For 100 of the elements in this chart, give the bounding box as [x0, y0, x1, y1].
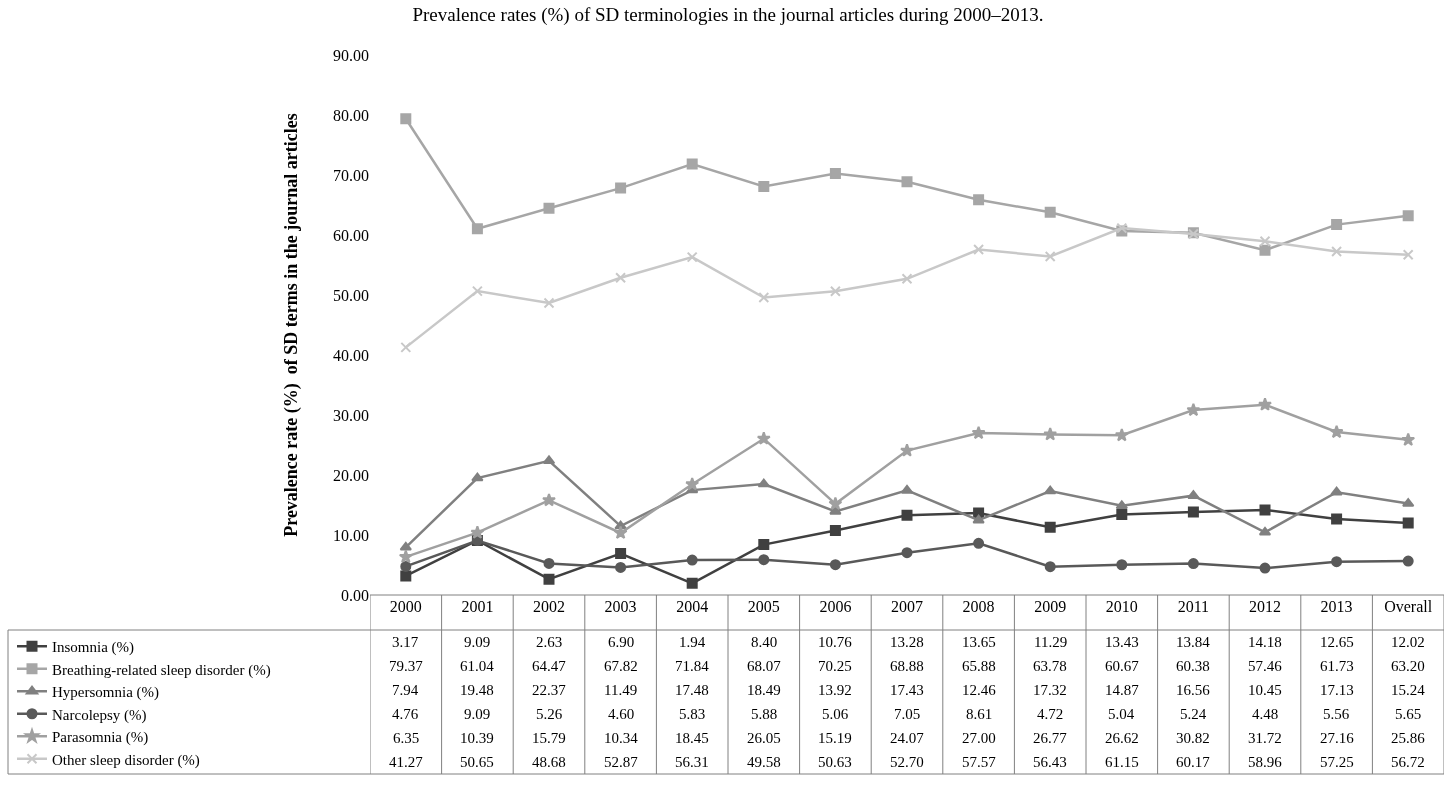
chart-title: Prevalence rates (%) of SD terminologies in the journal articles during 2000‒2013. [412, 4, 1044, 27]
data-label: 11.49 [604, 682, 638, 698]
data-label: 9.09 [464, 634, 491, 650]
data-label: 10.76 [818, 634, 853, 650]
legend-label: Breathing-related sleep disorder (%) [52, 661, 271, 679]
x-tick-label: 2002 [533, 598, 565, 615]
data-label: 5.83 [679, 706, 706, 722]
data-label: 15.24 [1391, 682, 1426, 698]
data-label: 10.45 [1248, 682, 1282, 698]
data-label: 13.28 [890, 634, 924, 650]
data-label: 56.31 [675, 754, 709, 770]
data-label: 26.05 [747, 730, 781, 746]
data-label: 15.79 [532, 730, 566, 746]
data-label: 27.16 [1320, 730, 1355, 746]
data-label: 67.82 [604, 658, 638, 674]
data-label: 22.37 [532, 682, 567, 698]
y-tick-label: 70.00 [333, 166, 369, 184]
y-tick-label: 30.00 [333, 406, 369, 424]
data-label: 12.46 [962, 682, 997, 698]
x-tick-label: 2009 [1034, 598, 1067, 615]
data-label: 4.48 [1252, 706, 1279, 722]
data-label: 13.65 [962, 634, 996, 650]
data-label: 17.48 [675, 682, 709, 698]
data-label: 57.57 [962, 754, 997, 770]
data-label: 3.17 [392, 634, 419, 650]
data-label: 50.63 [818, 754, 852, 770]
legend-label: Hypersomnia (%) [52, 684, 160, 702]
data-label: 7.94 [392, 682, 419, 698]
y-tick-label: 50.00 [333, 286, 369, 304]
y-tick-label: 90.00 [333, 46, 369, 64]
data-label: 79.37 [389, 658, 424, 674]
x-tick-label: 2000 [389, 598, 422, 615]
data-label: 26.77 [1033, 730, 1068, 746]
y-tick-label: 60.00 [333, 226, 369, 244]
y-tick-label: 0.00 [341, 586, 369, 604]
data-label: 13.43 [1105, 634, 1139, 650]
data-label: 57.46 [1248, 658, 1283, 674]
data-label: 50.65 [460, 754, 494, 770]
data-label: 18.45 [675, 730, 709, 746]
data-label: 13.84 [1176, 634, 1211, 650]
data-label: 30.82 [1176, 730, 1210, 746]
data-label: 5.26 [536, 706, 563, 722]
data-label: 58.96 [1248, 754, 1283, 770]
data-label: 5.04 [1108, 706, 1135, 722]
x-tick-label: Overall [1384, 598, 1433, 615]
data-label: 4.60 [608, 706, 635, 722]
data-label: 5.56 [1323, 706, 1350, 722]
data-label: 5.65 [1395, 706, 1422, 722]
legend-label: Parasomnia (%) [52, 729, 149, 747]
data-label: 9.09 [464, 706, 491, 722]
legend-label: Insomnia (%) [52, 639, 135, 657]
data-label: 56.43 [1033, 754, 1067, 770]
data-label: 25.86 [1391, 730, 1426, 746]
data-label: 10.39 [460, 730, 494, 746]
data-label: 1.94 [679, 634, 706, 650]
x-tick-label: 2005 [747, 598, 780, 615]
data-label: 17.32 [1033, 682, 1067, 698]
x-tick-label: 2004 [676, 598, 709, 615]
data-label: 61.73 [1320, 658, 1354, 674]
data-label: 13.92 [818, 682, 852, 698]
data-label: 24.07 [890, 730, 925, 746]
data-label: 60.17 [1176, 754, 1211, 770]
data-label: 48.68 [532, 754, 566, 770]
x-tick-label: 2003 [604, 598, 637, 615]
data-label: 15.19 [818, 730, 852, 746]
data-label: 71.84 [675, 658, 710, 674]
data-label: 16.56 [1176, 682, 1211, 698]
y-tick-label: 10.00 [333, 526, 369, 544]
data-label: 7.05 [894, 706, 921, 722]
data-label: 63.20 [1391, 658, 1425, 674]
data-label: 14.87 [1105, 682, 1140, 698]
legend-label: Narcolepsy (%) [52, 706, 147, 724]
data-label: 17.13 [1320, 682, 1354, 698]
data-label: 68.88 [890, 658, 924, 674]
data-label: 10.34 [604, 730, 639, 746]
data-label: 65.88 [962, 658, 996, 674]
data-label: 60.67 [1105, 658, 1140, 674]
data-label: 52.70 [890, 754, 924, 770]
data-label: 14.18 [1248, 634, 1282, 650]
x-tick-label: 2012 [1249, 598, 1281, 615]
data-label: 63.78 [1033, 658, 1067, 674]
x-tick-label: 2007 [891, 598, 923, 615]
data-label: 5.88 [751, 706, 778, 722]
data-label: 27.00 [962, 730, 996, 746]
data-label: 5.24 [1180, 706, 1207, 722]
data-label: 11.29 [1034, 634, 1068, 650]
data-label: 2.63 [536, 634, 563, 650]
y-tick-label: 20.00 [333, 466, 369, 484]
data-label: 4.76 [392, 706, 419, 722]
x-tick-label: 2010 [1105, 598, 1138, 615]
data-label: 4.72 [1037, 706, 1064, 722]
y-axis-title: Prevalence rate (%) of SD terms in the journal articles [281, 113, 303, 537]
data-label: 18.49 [747, 682, 781, 698]
x-tick-label: 2006 [819, 598, 852, 615]
data-label: 60.38 [1176, 658, 1210, 674]
legend-label: Other sleep disorder (%) [52, 751, 200, 769]
data-label: 68.07 [747, 658, 782, 674]
data-label: 61.15 [1105, 754, 1139, 770]
data-label: 49.58 [747, 754, 781, 770]
x-tick-label: 2001 [461, 598, 494, 615]
